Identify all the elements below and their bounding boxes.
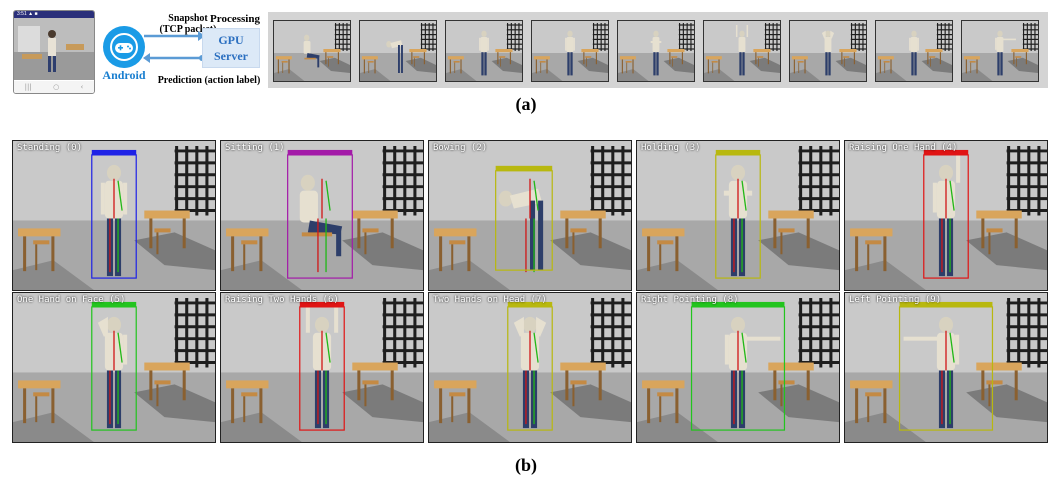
action-label: One Hand on Face (5) [17, 295, 126, 305]
back-icon: ‹ [80, 83, 84, 91]
pose-panel: Standing (0) [12, 140, 216, 291]
action-label: Raising One Hand (4) [849, 143, 958, 153]
pose-panel: One Hand on Face (5) [12, 292, 216, 443]
snapshot-label-line1: Snapshot [168, 13, 208, 24]
frame-thumbnail [961, 20, 1039, 82]
action-label: Sitting (1) [225, 143, 285, 153]
android-app-icon [103, 26, 145, 68]
caption-a: (a) [515, 94, 537, 114]
home-icon: ○ [53, 83, 60, 91]
action-label: Right Pointing (8) [641, 295, 739, 305]
phone-status-text: 3:51 ▲ ■ [17, 11, 38, 17]
pose-panel: Raising One Hand (4) [844, 140, 1048, 291]
frame-thumbnail [789, 20, 867, 82]
frame-thumbnail [703, 20, 781, 82]
phone-status-bar: 3:51 ▲ ■ [14, 11, 94, 18]
phone-nav-bar: ||| ○ ‹ [14, 81, 94, 93]
data-flow-arrows [143, 31, 205, 63]
prediction-arrow-head [143, 53, 150, 63]
server-label: Server [214, 49, 248, 63]
pose-panel: Raising Two Hands (6) [220, 292, 424, 443]
action-label: Bowing (2) [433, 143, 488, 153]
pose-panel: Holding (3) [636, 140, 840, 291]
pose-panel: Sitting (1) [220, 140, 424, 291]
pose-panel: Right Pointing (8) [636, 292, 840, 443]
frame-thumbnail [531, 20, 609, 82]
gamepad-icon [110, 33, 138, 61]
snapshot-arrow-head [198, 31, 205, 41]
pose-panel: Two Hands on Head (7) [428, 292, 632, 443]
snapshot-label: Snapshot (TCP packet) [153, 13, 223, 35]
action-label: Left Pointing (9) [849, 295, 942, 305]
action-label: Standing (0) [17, 143, 83, 153]
recent-apps-icon: ||| [24, 83, 32, 91]
phone-camera-preview [14, 18, 94, 80]
frame-thumbnail [445, 20, 523, 82]
snapshot-label-line2: (TCP packet) [159, 24, 217, 35]
gpu-server-box: GPU Server [202, 28, 260, 68]
processing-label: Processing [210, 13, 260, 25]
phone-screenshot: 3:51 ▲ ■ ||| ○ ‹ [13, 10, 95, 94]
caption-b: (b) [515, 455, 537, 475]
action-label: Holding (3) [641, 143, 701, 153]
frame-thumbnail [617, 20, 695, 82]
pose-panel: Bowing (2) [428, 140, 632, 291]
android-label: Android [102, 68, 146, 82]
frame-thumbnail [273, 20, 351, 82]
processed-frames-strip [268, 12, 1048, 88]
frame-thumbnail [359, 20, 437, 82]
pose-panel: Left Pointing (9) [844, 292, 1048, 443]
gpu-label: GPU [218, 33, 244, 47]
prediction-label: Prediction (action label) [157, 75, 261, 86]
action-label: Two Hands on Head (7) [433, 295, 547, 305]
action-label: Raising Two Hands (6) [225, 295, 339, 305]
frame-thumbnail [875, 20, 953, 82]
